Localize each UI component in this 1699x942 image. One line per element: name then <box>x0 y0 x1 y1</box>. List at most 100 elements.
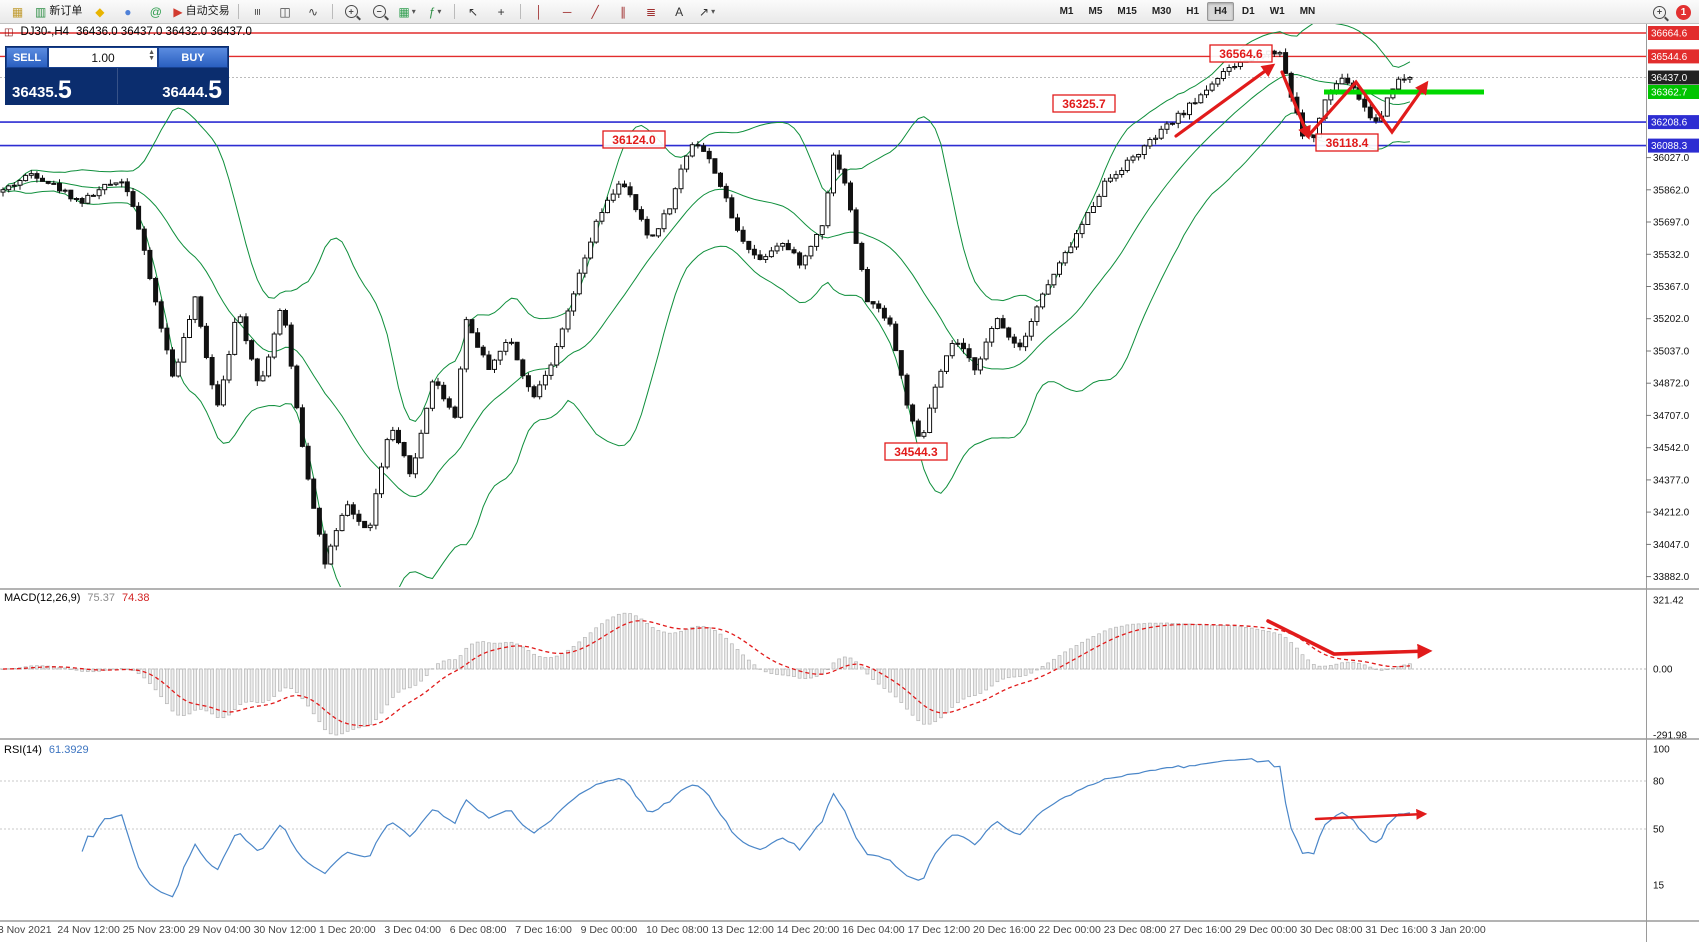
hline-tool-icon[interactable]: ─ <box>554 1 581 23</box>
chart-ohlc-readout: 36436.0 36437.0 36432.0 36437.0 <box>76 26 252 38</box>
new-order-button[interactable]: ▥ 新订单 <box>32 1 85 23</box>
community-icon-glyph: @ <box>149 4 162 19</box>
community-icon[interactable]: @ <box>142 1 169 23</box>
price-annotation[interactable]: 36118.4 <box>1315 133 1379 152</box>
text-tool-icon-glyph: A <box>675 4 684 19</box>
time-axis-label: 22 Dec 00:00 <box>1038 924 1101 936</box>
volume-stepper[interactable]: ▲ ▼ <box>148 49 155 62</box>
price-annotation[interactable]: 36124.0 <box>602 130 666 149</box>
svg-text:34542.0: 34542.0 <box>1653 443 1690 454</box>
svg-text:34212.0: 34212.0 <box>1653 508 1690 519</box>
vline-tool-icon[interactable]: │ <box>526 1 553 23</box>
svg-text:36118.4: 36118.4 <box>1326 136 1369 150</box>
svg-text:34377.0: 34377.0 <box>1653 475 1690 486</box>
svg-text:36088.3: 36088.3 <box>1651 141 1688 152</box>
macd-label: MACD(12,26,9) 75.37 74.38 <box>4 592 150 604</box>
price-annotation[interactable]: 36325.7 <box>1052 94 1116 113</box>
volume-input[interactable]: 1.00 ▲ ▼ <box>48 47 158 68</box>
rsi-line <box>81 758 1411 898</box>
time-axis-label: 25 Nov 23:00 <box>123 924 186 936</box>
timeframe-w1[interactable]: W1 <box>1269 6 1285 17</box>
search-icon[interactable]: + <box>1653 5 1666 19</box>
macd-arrow[interactable] <box>1266 619 1433 659</box>
timeframe-h4[interactable]: H4 <box>1207 2 1234 21</box>
price-marker <box>1648 138 1699 153</box>
indicators-icon[interactable]: ƒ ▾ <box>422 1 449 23</box>
chart-window-icon: ◫ <box>4 26 14 38</box>
toolbar-right: + 1 <box>1645 0 1699 24</box>
hline-tool-icon-glyph: ─ <box>562 4 572 19</box>
time-axis-label: 20 Dec 16:00 <box>973 924 1036 936</box>
price-scale[interactable]: 36027.0 35862.0 35697.0 35532.0 35367.0 35202… <box>1646 26 1699 583</box>
svg-text:36664.6: 36664.6 <box>1651 29 1688 40</box>
svg-text:34872.0: 34872.0 <box>1653 379 1690 390</box>
rsi-scale[interactable]: 100 80 50 15 <box>1653 745 1670 892</box>
autotrade-button-glyph: ▶ <box>173 4 183 19</box>
price-annotation[interactable]: 34544.3 <box>884 442 948 461</box>
timeframe-m1[interactable]: M1 <box>1059 6 1074 17</box>
crosshair-icon[interactable]: + <box>488 1 515 23</box>
price-marker <box>1648 26 1699 40</box>
timeframe-m30[interactable]: M30 <box>1151 6 1172 17</box>
price-annotation[interactable]: 36564.6 <box>1209 44 1273 63</box>
app-icon[interactable]: ▦ <box>4 1 31 23</box>
new-order-button-label: 新订单 <box>49 5 83 17</box>
trend-arrow-down-1[interactable] <box>1280 70 1311 140</box>
time-axis-label: 1 Dec 20:00 <box>319 924 376 936</box>
trendline-tool-icon[interactable]: ╱ <box>582 1 609 23</box>
trend-arrow-up-1[interactable] <box>1174 63 1276 138</box>
rsi-arrow[interactable] <box>1314 808 1428 821</box>
time-axis-label: 7 Dec 16:00 <box>515 924 572 936</box>
timeframe-d1[interactable]: D1 <box>1241 6 1255 17</box>
tile-windows-icon[interactable]: ▦ ▾ <box>394 1 421 23</box>
arrows-tool-icon[interactable]: ↗ ▾ <box>694 1 721 23</box>
timeframe-m15[interactable]: M15 <box>1117 6 1137 17</box>
arrows-tool-icon-dropdown[interactable]: ▾ <box>711 6 716 16</box>
time-axis-label: 23 Nov 2021 <box>0 924 52 936</box>
bars-chart-type-icon[interactable]: ≡ <box>244 1 271 23</box>
fibonacci-tool-icon[interactable]: ≣ <box>638 1 665 23</box>
svg-text:36124.0: 36124.0 <box>612 133 656 147</box>
time-axis-label: 16 Dec 04:00 <box>842 924 905 936</box>
buy-button[interactable]: BUY <box>158 47 228 68</box>
candlestick-chart-type-icon[interactable]: ◫ <box>272 1 299 23</box>
candlestick-series <box>0 48 1413 569</box>
trend-arrow-zigzag[interactable] <box>1306 79 1429 138</box>
zoom-in-icon[interactable]: + <box>338 1 365 23</box>
new-order-button-glyph: ▥ <box>35 4 47 19</box>
rsi-label: RSI(14) 61.3929 <box>4 744 89 756</box>
zoom-out-icon: − <box>372 5 386 18</box>
text-tool-icon[interactable]: A <box>666 1 693 23</box>
indicators-icon-dropdown[interactable]: ▾ <box>437 6 442 16</box>
timeframe-h1[interactable]: H1 <box>1186 6 1200 17</box>
toolbar-separator <box>237 4 239 19</box>
market-icon[interactable]: ◆ <box>86 1 113 23</box>
time-axis-label: 29 Nov 04:00 <box>188 924 251 936</box>
tile-windows-icon-dropdown[interactable]: ▾ <box>411 6 416 16</box>
timeframe-mn[interactable]: MN <box>1299 6 1316 17</box>
buy-price: 36444. 5 <box>116 68 229 104</box>
svg-text:15: 15 <box>1653 881 1665 892</box>
svg-text:36027.0: 36027.0 <box>1653 153 1690 164</box>
time-axis-label: 17 Dec 12:00 <box>908 924 971 936</box>
autotrade-button[interactable]: ▶ 自动交易 <box>170 1 232 23</box>
svg-text:36208.6: 36208.6 <box>1651 118 1688 129</box>
candlestick-chart-type-icon-glyph: ◫ <box>279 4 291 19</box>
line-chart-type-icon[interactable]: ∿ <box>300 1 327 23</box>
time-axis-label: 30 Dec 08:00 <box>1300 924 1363 936</box>
market-icon-glyph: ◆ <box>95 4 105 19</box>
price-chart-canvas[interactable]: 36027.0 35862.0 35697.0 35532.0 35367.0 35202… <box>0 24 1699 942</box>
timeframe-m5[interactable]: M5 <box>1088 6 1103 17</box>
cursor-icon[interactable]: ↖ <box>460 1 487 23</box>
profile-icon[interactable]: ● <box>114 1 141 23</box>
zoom-out-icon[interactable]: − <box>366 1 393 23</box>
channel-tool-icon[interactable]: ∥ <box>610 1 637 23</box>
svg-text:35367.0: 35367.0 <box>1653 282 1690 293</box>
macd-histogram <box>1 612 1412 736</box>
one-click-trading-panel: SELL 1.00 ▲ ▼ BUY 36435. 5 36444. 5 <box>6 47 228 104</box>
notification-badge[interactable]: 1 <box>1676 4 1691 20</box>
macd-scale[interactable]: 321.42 0.00 -291.98 <box>1653 596 1687 742</box>
sell-button[interactable]: SELL <box>6 47 48 68</box>
svg-text:-291.98: -291.98 <box>1653 731 1687 742</box>
